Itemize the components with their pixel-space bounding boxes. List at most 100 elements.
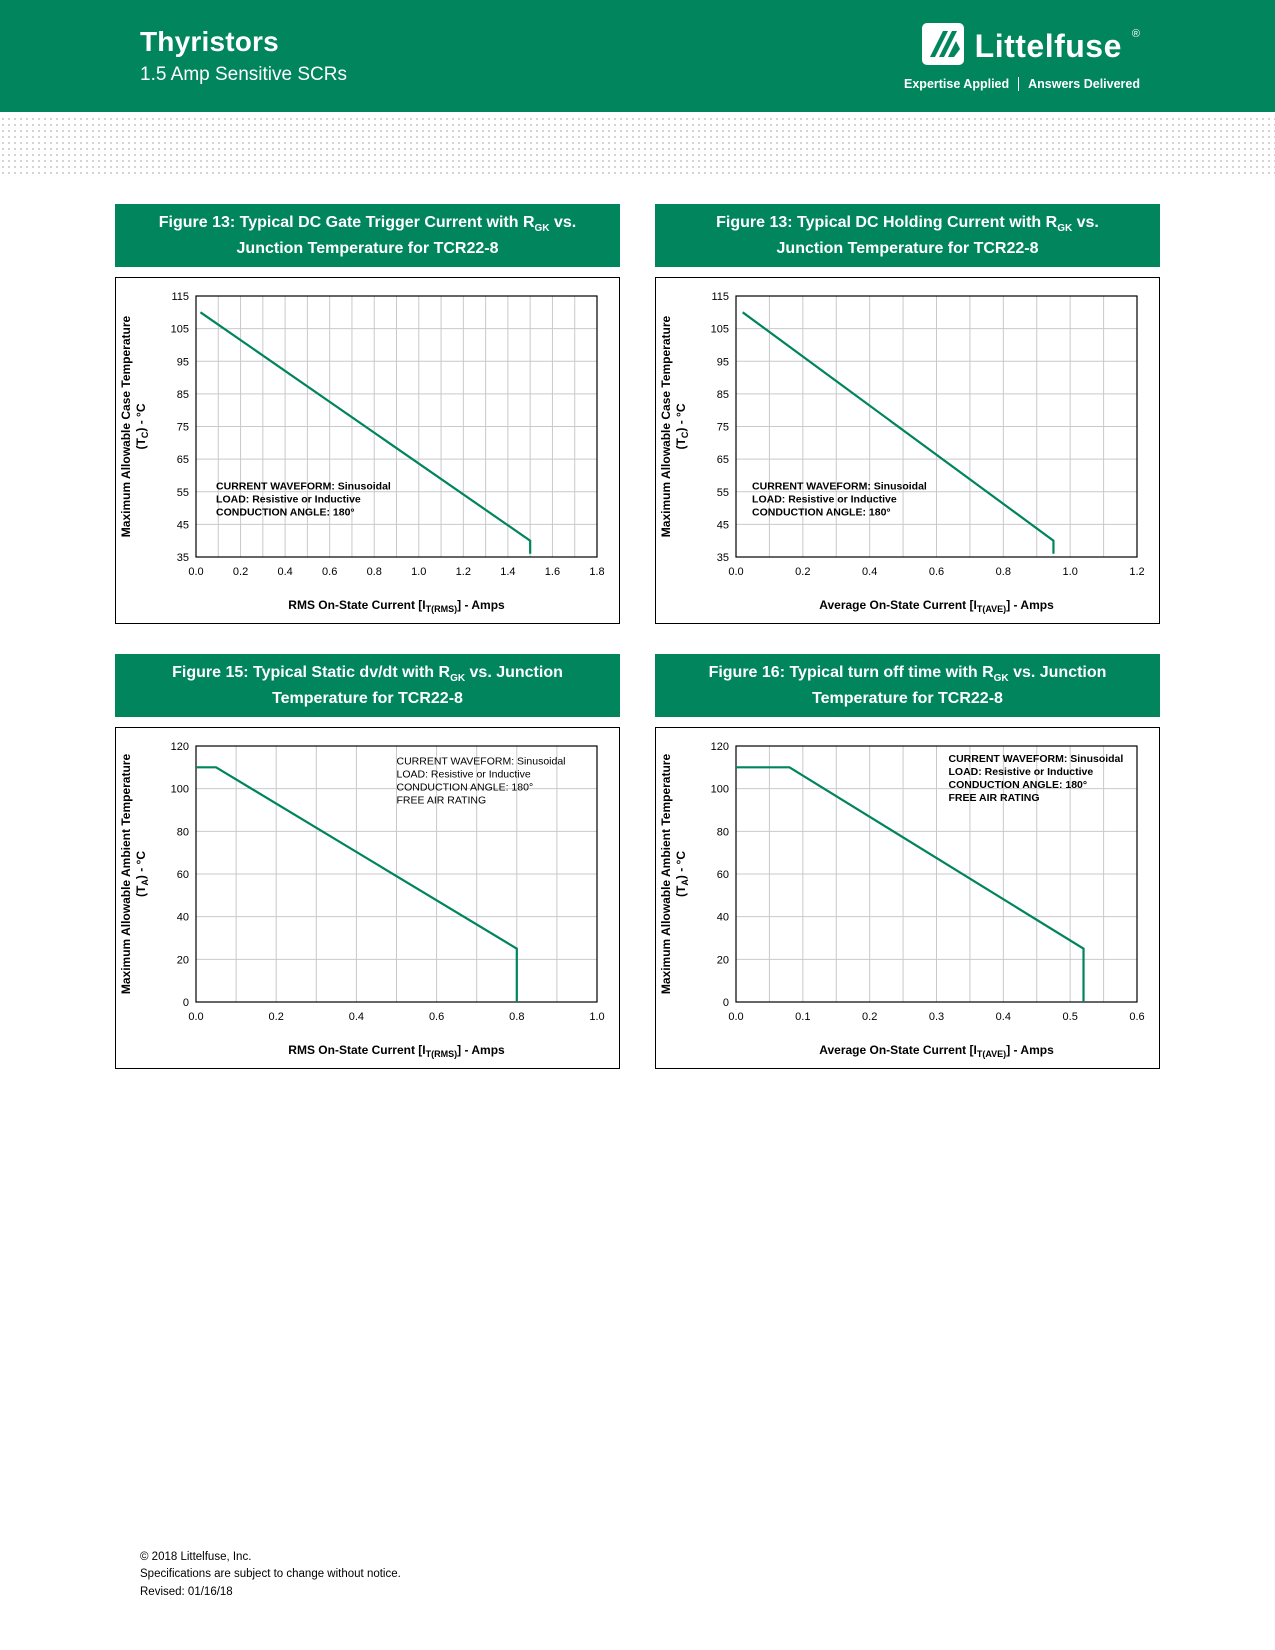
svg-text:80: 80 xyxy=(177,826,189,838)
figure-title: Figure 15: Typical Static dv/dt with RGK… xyxy=(115,653,620,717)
svg-text:LOAD: Resistive or Inductive: LOAD: Resistive or Inductive xyxy=(752,494,897,506)
svg-text:60: 60 xyxy=(177,869,189,881)
svg-text:CURRENT WAVEFORM: Sinusoidal: CURRENT WAVEFORM: Sinusoidal xyxy=(949,753,1124,765)
figure-13-holding-current: Figure 13: Typical DC Holding Current wi… xyxy=(655,204,1160,624)
svg-text:35: 35 xyxy=(717,552,729,564)
svg-text:FREE AIR RATING: FREE AIR RATING xyxy=(949,792,1040,804)
svg-text:100: 100 xyxy=(711,783,729,795)
chart-box: 0.0 0.2 0.4 0.6 0.8 1.0 1.2 1.4 1.6 1.8 35 45 55 65 75… xyxy=(115,276,620,624)
svg-text:0.2: 0.2 xyxy=(269,1011,284,1023)
svg-text:0.0: 0.0 xyxy=(188,566,203,578)
svg-text:FREE AIR RATING: FREE AIR RATING xyxy=(397,794,487,806)
svg-text:75: 75 xyxy=(717,421,729,433)
svg-text:40: 40 xyxy=(717,911,729,923)
tagline-right: Answers Delivered xyxy=(1028,76,1140,91)
svg-text:0.6: 0.6 xyxy=(429,1011,444,1023)
svg-text:1.2: 1.2 xyxy=(456,566,471,578)
page-footer: © 2018 Littelfuse, Inc. Specifications a… xyxy=(140,1549,401,1602)
brand-tagline: Expertise Applied Answers Delivered xyxy=(904,76,1140,91)
svg-text:55: 55 xyxy=(717,487,729,499)
svg-text:40: 40 xyxy=(177,911,189,923)
svg-text:Maximum Allowable Case Tempera: Maximum Allowable Case Temperature xyxy=(119,315,133,537)
tagline-divider xyxy=(1018,76,1020,91)
svg-text:0.2: 0.2 xyxy=(233,566,248,578)
svg-text:CONDUCTION ANGLE: 180°: CONDUCTION ANGLE: 180° xyxy=(752,507,891,519)
svg-text:95: 95 xyxy=(177,356,189,368)
svg-text:20: 20 xyxy=(717,954,729,966)
figure-title-line2: Temperature for TCR22-8 xyxy=(272,689,463,707)
svg-text:55: 55 xyxy=(177,487,189,499)
svg-text:0.6: 0.6 xyxy=(929,566,944,578)
svg-text:115: 115 xyxy=(711,291,729,303)
svg-text:0.0: 0.0 xyxy=(728,566,743,578)
svg-text:45: 45 xyxy=(177,519,189,531)
svg-text:0.4: 0.4 xyxy=(349,1011,364,1023)
svg-text:35: 35 xyxy=(177,552,189,564)
svg-text:1.0: 1.0 xyxy=(1063,566,1078,578)
svg-text:115: 115 xyxy=(171,291,189,303)
page-subtitle: 1.5 Amp Sensitive SCRs xyxy=(140,64,347,85)
brand-row: Littelfuse ® xyxy=(921,22,1140,71)
figure-title-line2: Junction Temperature for TCR22-8 xyxy=(236,239,499,257)
copyright-line: © 2018 Littelfuse, Inc. xyxy=(140,1550,252,1563)
svg-text:120: 120 xyxy=(171,741,189,753)
svg-text:Maximum Allowable Ambient Temp: Maximum Allowable Ambient Temperature xyxy=(659,753,673,994)
svg-text:1.8: 1.8 xyxy=(589,566,604,578)
svg-text:105: 105 xyxy=(171,324,189,336)
svg-text:1.0: 1.0 xyxy=(411,566,426,578)
svg-text:0.8: 0.8 xyxy=(367,566,382,578)
svg-text:0.4: 0.4 xyxy=(996,1011,1011,1023)
svg-text:CONDUCTION ANGLE: 180°: CONDUCTION ANGLE: 180° xyxy=(397,781,534,793)
svg-text:1.6: 1.6 xyxy=(545,566,560,578)
figure-title: Figure 16: Typical turn off time with RG… xyxy=(655,653,1160,717)
header-titles: Thyristors 1.5 Amp Sensitive SCRs xyxy=(140,26,347,86)
littelfuse-logo-icon xyxy=(921,22,965,71)
svg-text:(TA) - °C: (TA) - °C xyxy=(134,850,150,896)
svg-text:CONDUCTION ANGLE: 180°: CONDUCTION ANGLE: 180° xyxy=(216,507,355,519)
chart-canvas-holding-current: 0.0 0.2 0.4 0.6 0.8 1.0 1.2 35 45 55 65 75 85 95 105 11… xyxy=(659,291,1145,614)
svg-text:CURRENT WAVEFORM: Sinusoidal: CURRENT WAVEFORM: Sinusoidal xyxy=(397,755,566,767)
svg-text:RMS On-State Current [IT(RMS)]: RMS On-State Current [IT(RMS)] - Amps xyxy=(288,1043,505,1059)
chart-canvas-static-dvdt: 0.0 0.2 0.4 0.6 0.8 1.0 0 20 40 60 80 100 120 RMS On-… xyxy=(119,741,605,1059)
figure-15-static-dvdt: Figure 15: Typical Static dv/dt with RGK… xyxy=(115,653,620,1069)
registered-mark: ® xyxy=(1131,28,1140,40)
disclaimer-line: Specifications are subject to change wit… xyxy=(140,1568,401,1581)
svg-text:0.2: 0.2 xyxy=(795,566,810,578)
page-content: Figure 13: Typical DC Gate Trigger Curre… xyxy=(115,204,1160,1069)
svg-text:CURRENT WAVEFORM: Sinusoidal: CURRENT WAVEFORM: Sinusoidal xyxy=(216,481,391,493)
svg-text:LOAD: Resistive or Inductive: LOAD: Resistive or Inductive xyxy=(397,768,531,780)
chart-box: 0.0 0.2 0.4 0.6 0.8 1.0 0 20 40 60 80 100 120 RMS On-… xyxy=(115,726,620,1069)
figure-title-line2: Junction Temperature for TCR22-8 xyxy=(776,239,1039,257)
svg-text:0.6: 0.6 xyxy=(322,566,337,578)
chart-canvas-gate-trigger: 0.0 0.2 0.4 0.6 0.8 1.0 1.2 1.4 1.6 1.8 35 45 55 65 75… xyxy=(119,291,605,614)
svg-text:(TC) - °C: (TC) - °C xyxy=(674,403,690,449)
svg-text:LOAD: Resistive or Inductive: LOAD: Resistive or Inductive xyxy=(216,494,361,506)
svg-text:Maximum Allowable Ambient Temp: Maximum Allowable Ambient Temperature xyxy=(119,753,133,994)
figure-title-line1: Figure 16: Typical turn off time with RG… xyxy=(708,663,1107,685)
svg-text:0.2: 0.2 xyxy=(862,1011,877,1023)
svg-text:65: 65 xyxy=(717,454,729,466)
chart-box: 0.0 0.1 0.2 0.3 0.4 0.5 0.6 0 20 40 60 80 100 120 Aver… xyxy=(655,726,1160,1069)
figure-13-gate-trigger: Figure 13: Typical DC Gate Trigger Curre… xyxy=(115,204,620,624)
svg-text:CONDUCTION ANGLE: 180°: CONDUCTION ANGLE: 180° xyxy=(949,779,1088,791)
page-header: Thyristors 1.5 Amp Sensitive SCRs Littel… xyxy=(0,0,1275,112)
brand-block: Littelfuse ® Expertise Applied Answers D… xyxy=(904,22,1140,91)
tagline-left: Expertise Applied xyxy=(904,76,1010,91)
figure-title-line2: Temperature for TCR22-8 xyxy=(812,689,1003,707)
svg-text:CURRENT WAVEFORM: Sinusoidal: CURRENT WAVEFORM: Sinusoidal xyxy=(752,481,927,493)
svg-text:85: 85 xyxy=(717,389,729,401)
svg-text:75: 75 xyxy=(177,421,189,433)
svg-text:0.4: 0.4 xyxy=(862,566,877,578)
svg-text:0.1: 0.1 xyxy=(795,1011,810,1023)
svg-text:0.8: 0.8 xyxy=(996,566,1011,578)
svg-text:1.4: 1.4 xyxy=(500,566,515,578)
revised-line: Revised: 01/16/18 xyxy=(140,1586,233,1599)
svg-text:0.0: 0.0 xyxy=(728,1011,743,1023)
svg-text:(TA) - °C: (TA) - °C xyxy=(674,850,690,896)
svg-text:45: 45 xyxy=(717,519,729,531)
svg-text:60: 60 xyxy=(717,869,729,881)
figure-grid: Figure 13: Typical DC Gate Trigger Curre… xyxy=(115,204,1160,1069)
svg-text:0.8: 0.8 xyxy=(509,1011,524,1023)
svg-text:85: 85 xyxy=(177,389,189,401)
